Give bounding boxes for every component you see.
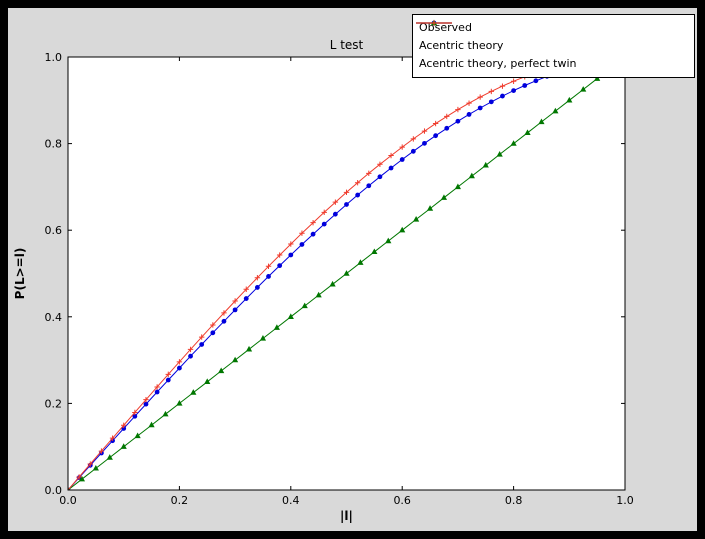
x-tick-label: 0.0 — [59, 494, 77, 507]
axes-border — [67, 56, 626, 491]
y-tick-label: 0.6 — [45, 224, 63, 237]
legend-item-acentric-theory: Acentric theory — [416, 19, 688, 55]
legend-item-observed: Observed — [416, 19, 688, 37]
x-tick-label: 0.4 — [282, 494, 300, 507]
x-tick-label: 0.8 — [505, 494, 523, 507]
figure-area: L test |l| P(L>=l) 0.0 0.2 0.4 0.6 0.8 1… — [8, 8, 697, 531]
y-tick-label: 1.0 — [45, 51, 63, 64]
x-axis-label: |l| — [340, 509, 353, 523]
legend-swatch-perfect-twin-line-icon — [416, 20, 452, 26]
legend-label: Acentric theory — [419, 39, 504, 52]
y-tick-label: 0.4 — [45, 311, 63, 324]
y-axis-label: P(L>=l) — [13, 248, 27, 300]
chart-title: L test — [330, 38, 364, 52]
x-tick-label: 0.2 — [171, 494, 189, 507]
plot-canvas: L test |l| P(L>=l) 0.0 0.2 0.4 0.6 0.8 1… — [13, 38, 634, 523]
y-tick-label: 0.8 — [45, 138, 63, 151]
y-tick-label: 0.0 — [45, 484, 63, 497]
legend-item-perfect-twin: Acentric theory, perfect twin — [416, 20, 688, 73]
x-tick-label: 0.6 — [393, 494, 411, 507]
x-tick-label: 1.0 — [616, 494, 634, 507]
legend-label: Acentric theory, perfect twin — [419, 57, 577, 70]
y-tick-label: 0.2 — [45, 397, 63, 410]
legend: Observed Acentric theory Acentric theory… — [412, 14, 695, 78]
